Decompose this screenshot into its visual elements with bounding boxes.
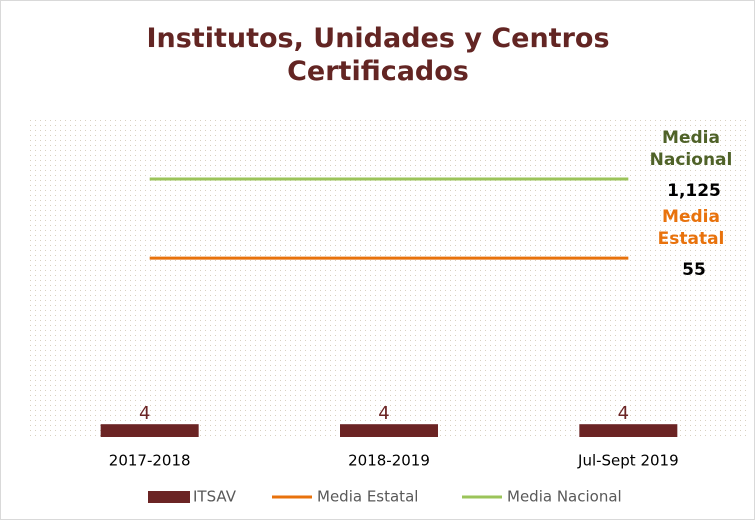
bar <box>579 424 678 437</box>
bar <box>340 424 438 437</box>
title-box: Institutos, Unidades y Centros Certifica… <box>146 23 610 87</box>
x-tick-label: 2018-2019 <box>348 452 430 470</box>
x-tick-label: 2017-2018 <box>109 452 191 470</box>
legend-swatch <box>148 491 190 503</box>
legend-label: Media Nacional <box>507 488 622 506</box>
bar-value-label: 4 <box>618 403 629 424</box>
chart-title: Institutos, Unidades y Centros Certifica… <box>146 23 610 87</box>
legend-label: ITSAV <box>193 488 237 506</box>
line-name-label: Media Estatal <box>657 207 725 250</box>
legend-label: Media Estatal <box>317 488 418 506</box>
bar <box>100 424 199 437</box>
line-value-label: 1,125 <box>667 181 721 201</box>
x-tick-label: Jul-Sept 2019 <box>577 452 679 470</box>
bar-value-label: 4 <box>378 403 389 424</box>
bar-value-label: 4 <box>139 403 150 424</box>
line-name-label: Media Nacional <box>649 128 733 171</box>
plot-area <box>30 117 748 437</box>
line-value-label: 55 <box>682 260 706 280</box>
